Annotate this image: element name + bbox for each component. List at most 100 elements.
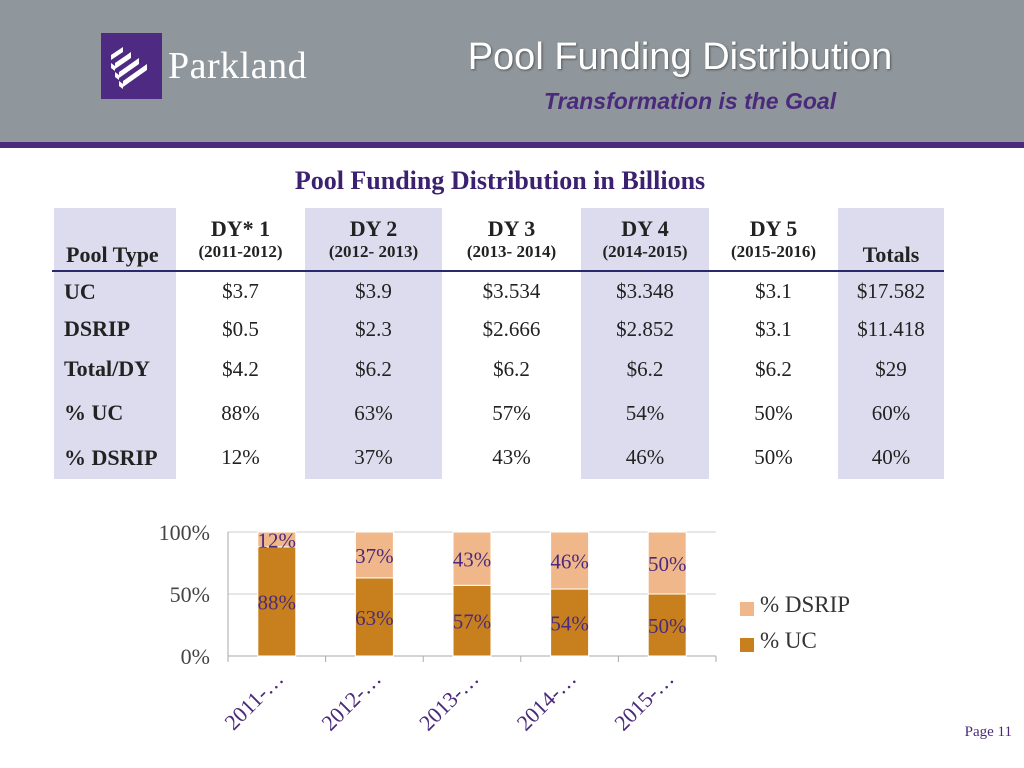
table-cell: $6.2 [493, 356, 530, 381]
total-cell: 40% [871, 445, 911, 469]
table-cell: $2.666 [482, 316, 541, 341]
table-cell: 50% [754, 445, 793, 469]
pool-type-header: Pool Type [52, 208, 176, 272]
column-label: DY 3 [487, 216, 536, 241]
legend-label: % UC [760, 628, 817, 653]
table-row: Total/DY $4.2 $6.2 $6.2 $6.2 $6.2 $29 [52, 347, 944, 391]
parkland-logo-icon [101, 33, 162, 99]
row-label: Total/DY [64, 356, 150, 381]
x-tick-label: 2013-… [414, 666, 484, 736]
funding-table-wrap: Pool Type DY* 1 (2011-2012) DY 2 (2012- 20… [52, 208, 944, 479]
bar-segment [354, 577, 394, 657]
table-cell: $4.2 [222, 356, 259, 381]
column-header: DY* 1 (2011-2012) [176, 208, 305, 272]
totals-header: Totals [838, 208, 944, 272]
x-tick-label: 2011-… [219, 666, 288, 735]
table-cell: 37% [354, 445, 393, 469]
table-row: UC $3.7 $3.9 $3.534 $3.348 $3.1 $17.582 [52, 271, 944, 311]
column-years: (2014-2015) [602, 242, 688, 261]
page-number: Page 11 [964, 724, 1012, 740]
table-row: DSRIP $0.5 $2.3 $2.666 $2.852 $3.1 $11.4… [52, 311, 944, 347]
table-cell: $3.1 [755, 316, 792, 341]
table-cell: $3.9 [355, 279, 392, 303]
row-label: % DSRIP [64, 444, 158, 470]
stacked-percent-chart: 0% 50% 100% 88% 12% 2011-… 63% 37% 2012-… 57% 43% 2… [159, 520, 717, 736]
page-title: Pool Funding Distribution [467, 36, 893, 78]
table-row: % UC 88% 63% 57% 54% 50% 60% [52, 391, 944, 435]
table-cell: 63% [354, 400, 393, 425]
bar-segment [354, 531, 394, 579]
data-label: 88% [258, 590, 297, 614]
page-subtitle: Transformation is the Goal [543, 88, 837, 114]
bar-segment [257, 531, 297, 548]
logo-text: Parkland [168, 45, 308, 87]
table-cell: $6.2 [755, 356, 792, 381]
funding-table: Pool Type DY* 1 (2011-2012) DY 2 (2012- 20… [52, 208, 944, 480]
bar-segment [550, 531, 590, 590]
y-tick-label: 50% [170, 582, 210, 607]
column-years: (2012- 2013) [328, 242, 419, 261]
header-rule [0, 142, 1024, 148]
table-cell: $6.2 [626, 356, 664, 381]
column-label: DY* 1 [210, 216, 271, 241]
table-cell: $2.3 [355, 316, 392, 341]
row-label: % UC [64, 400, 124, 425]
table-cell: $3.534 [482, 279, 541, 303]
table-cell: $3.348 [616, 279, 674, 303]
column-label: DY 2 [349, 216, 398, 241]
column-header: DY 3 (2013- 2014) [442, 208, 581, 272]
column-years: (2015-2016) [731, 242, 816, 261]
total-cell: 60% [871, 400, 911, 425]
row-label: DSRIP [64, 316, 131, 341]
header-band [0, 0, 1024, 142]
table-header-row: Pool Type DY* 1 (2011-2012) DY 2 (2012- 20… [52, 208, 944, 272]
table-cell: 46% [625, 445, 665, 469]
table-cell: $3.7 [222, 279, 259, 303]
table-cell: 50% [754, 400, 793, 425]
total-cell: $17.582 [856, 279, 926, 303]
total-cell: $29 [875, 356, 907, 381]
table-cell: 54% [625, 400, 665, 425]
total-cell: $11.418 [857, 316, 925, 341]
legend-label: % DSRIP [760, 592, 851, 617]
column-years: (2013- 2014) [466, 242, 557, 261]
column-years: (2011-2012) [198, 242, 283, 261]
legend-swatch [740, 638, 754, 652]
table-row: % DSRIP 12% 37% 43% 46% 50% 40% [52, 435, 944, 480]
data-label: 63% [355, 606, 394, 630]
table-cell: $6.2 [355, 356, 392, 381]
table-cell: $3.1 [755, 279, 792, 303]
y-tick-label: 0% [181, 644, 210, 669]
data-label: 43% [453, 548, 492, 572]
table-title: Pool Funding Distribution in Billions [294, 166, 706, 195]
bar-segment [647, 531, 687, 595]
table-cell: $2.852 [616, 316, 674, 341]
row-label: UC [64, 278, 96, 304]
data-label: 46% [550, 550, 589, 574]
legend-swatch [740, 602, 754, 616]
table-cell: 12% [221, 445, 260, 469]
x-tick-label: 2015-… [609, 666, 679, 736]
data-label: 50% [648, 614, 687, 638]
x-tick-label: 2012-… [316, 666, 386, 736]
data-label: 12% [258, 528, 297, 552]
column-header: DY 4 (2014-2015) [581, 208, 709, 272]
data-label: 54% [550, 612, 589, 636]
bar-segment [647, 593, 687, 657]
column-header: DY 5 (2015-2016) [709, 208, 838, 272]
data-label: 37% [355, 544, 394, 568]
bar-segment [257, 546, 297, 657]
data-label: 50% [648, 552, 687, 576]
table-cell: 57% [492, 400, 531, 425]
bar-segment [452, 531, 492, 586]
data-label: 57% [453, 610, 492, 634]
table-cell: $0.5 [222, 316, 259, 341]
table-cell: 88% [221, 400, 260, 425]
column-label: DY 4 [621, 216, 669, 241]
table-cell: 43% [492, 445, 531, 469]
column-label: DY 5 [749, 216, 798, 241]
column-header: DY 2 (2012- 2013) [305, 208, 442, 272]
x-tick-label: 2014-… [512, 666, 582, 736]
bar-segment [452, 584, 492, 657]
y-tick-label: 100% [159, 520, 210, 545]
